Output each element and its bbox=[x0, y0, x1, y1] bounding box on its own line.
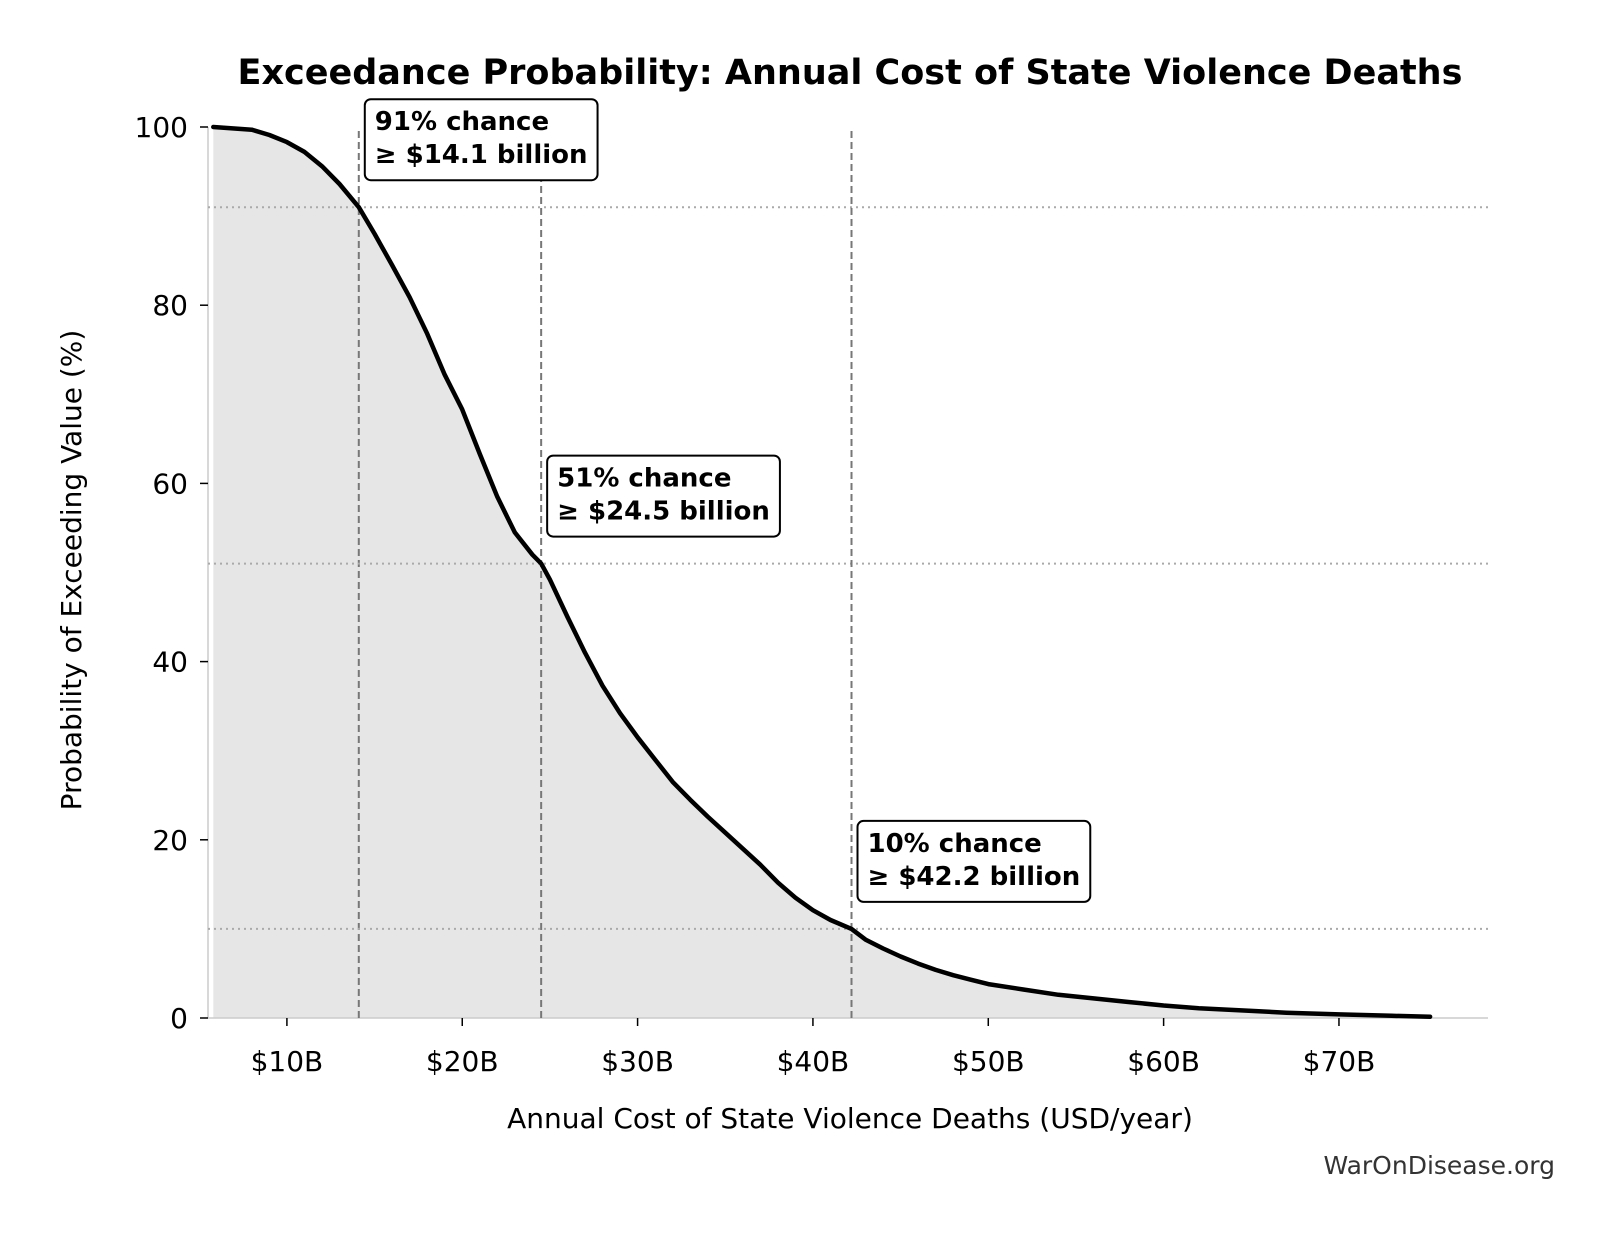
annotation-line2: ≥ $24.5 billion bbox=[557, 497, 770, 527]
annotation-line2: ≥ $14.1 billion bbox=[375, 140, 588, 170]
y-tick-label: 100 bbox=[135, 111, 188, 144]
footer-source: WarOnDisease.org bbox=[1323, 1151, 1555, 1180]
exceedance-curve bbox=[211, 124, 1433, 1019]
y-tick-label: 0 bbox=[170, 1002, 188, 1035]
x-tick-label: $10B bbox=[251, 1045, 324, 1078]
annotation-box bbox=[363, 98, 599, 182]
annotation-line1: 51% chance bbox=[557, 464, 731, 494]
annotation-line1: 91% chance bbox=[375, 107, 549, 137]
x-tick-label: $30B bbox=[601, 1045, 674, 1078]
chart-title: Exceedance Probability: Annual Cost of S… bbox=[238, 53, 1463, 93]
y-tick-label: 60 bbox=[152, 467, 188, 500]
plot-area: $10B $20B $30B $40B $50B $60B $70B 0 20 40 60 80 100… bbox=[135, 98, 1488, 1078]
x-tick-label: $20B bbox=[426, 1045, 499, 1078]
area-fill bbox=[213, 127, 1431, 1018]
annotation-line1: 10% chance bbox=[868, 829, 1042, 859]
annotation-box bbox=[856, 819, 1092, 903]
x-tick-label: $70B bbox=[1303, 1045, 1376, 1078]
annotation-line2: ≥ $42.2 billion bbox=[868, 862, 1081, 892]
x-tick-label: $60B bbox=[1127, 1045, 1200, 1078]
x-tick-label: $50B bbox=[952, 1045, 1025, 1078]
y-tick-label: 20 bbox=[152, 824, 188, 857]
x-axis-label: Annual Cost of State Violence Deaths (US… bbox=[507, 1102, 1193, 1135]
annotation-box bbox=[546, 454, 781, 538]
x-tick-label: $40B bbox=[777, 1045, 850, 1078]
y-tick-label: 80 bbox=[152, 289, 188, 322]
y-axis-label: Probability of Exceeding Value (%) bbox=[55, 330, 88, 811]
y-tick-label: 40 bbox=[152, 646, 188, 679]
